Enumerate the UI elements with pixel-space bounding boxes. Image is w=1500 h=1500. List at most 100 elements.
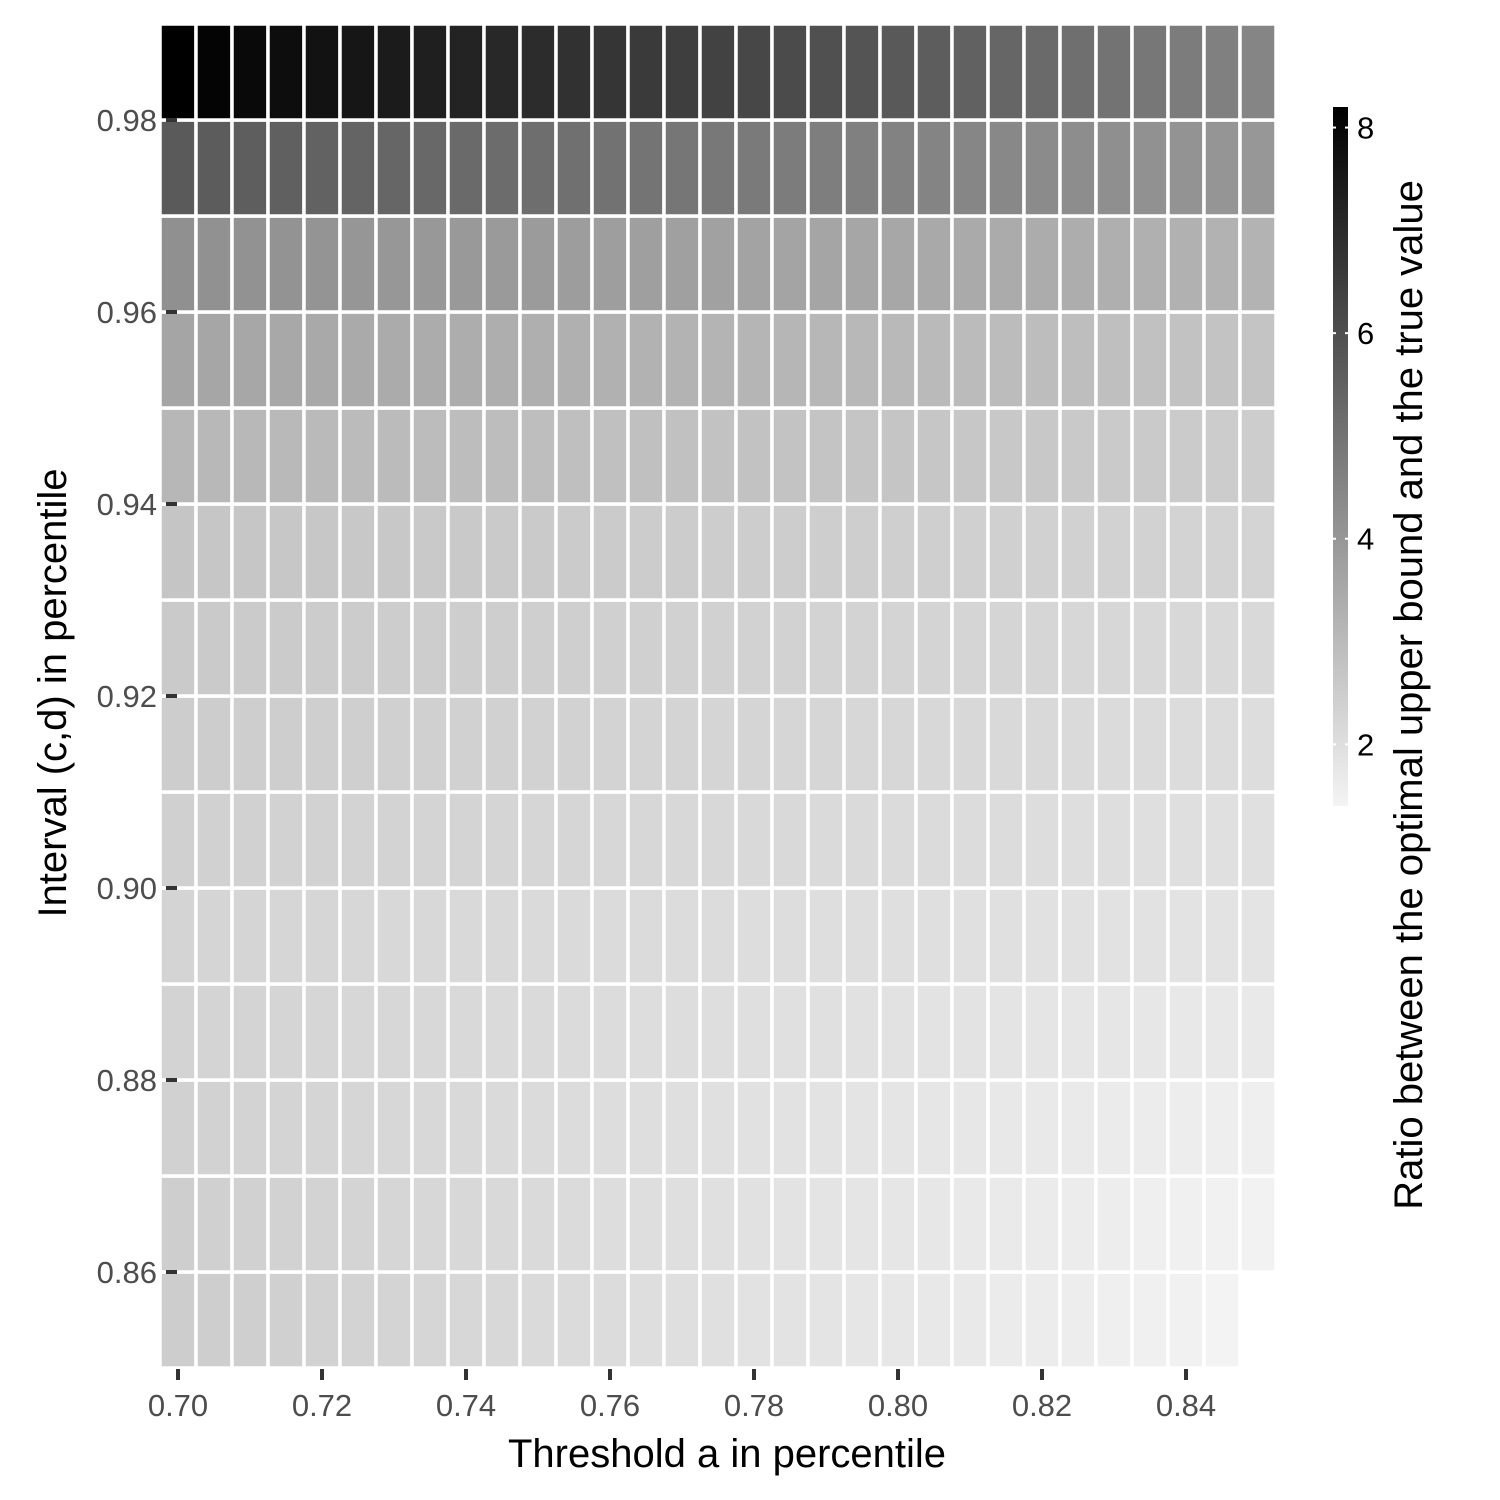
heatmap-cell [230,118,270,218]
heatmap-cell [914,1270,954,1370]
heatmap-cell [1166,1174,1206,1274]
heatmap-cell [914,214,954,314]
heatmap-cell [590,1078,630,1178]
heatmap-cell [950,406,990,506]
heatmap-cell [518,22,558,122]
colorbar-title: Ratio between the optimal upper bound an… [1387,180,1431,1210]
heatmap-cell [770,598,810,698]
heatmap-cell [950,118,990,218]
heatmap-cell [770,886,810,986]
heatmap-cell [842,598,882,698]
heatmap-cell [806,1270,846,1370]
heatmap-cell [1094,1174,1134,1274]
heatmap-cell [194,406,234,506]
heatmap-cell [1238,406,1278,506]
heatmap-cell [1058,694,1098,794]
heatmap-cell [194,118,234,218]
heatmap-cell [734,406,774,506]
heatmap-cell [1238,1174,1278,1274]
heatmap-cell [1094,22,1134,122]
heatmap-cell [986,1174,1026,1274]
heatmap-cell [914,1078,954,1178]
x-axis: 0.70 0.72 0.74 0.76 0.78 0.80 0.82 0.84 [148,1369,1216,1423]
heatmap-cell [158,1078,198,1178]
heatmap-cell [1166,886,1206,986]
heatmap-cell [374,1078,414,1178]
heatmap-cell [986,1078,1026,1178]
heatmap-cell [878,22,918,122]
heatmap-cell [446,694,486,794]
heatmap-cell [302,886,342,986]
heatmap-cell [482,1078,522,1178]
heatmap-cell [914,694,954,794]
heatmap-cell [1202,694,1242,794]
heatmap-cell [1166,790,1206,890]
heatmap-cell [410,598,450,698]
heatmap-cell [230,1270,270,1370]
heatmap-cell [1058,790,1098,890]
heatmap-cell [1022,118,1062,218]
heatmap-cell [662,214,702,314]
heatmap-cell [734,1270,774,1370]
heatmap-cell [1130,886,1170,986]
heatmap-cell [1130,118,1170,218]
heatmap-cell [1058,502,1098,602]
heatmap-cell [338,694,378,794]
heatmap-cell [734,22,774,122]
heatmap-cell [266,1270,306,1370]
heatmap-cell [482,982,522,1082]
heatmap-cell [626,310,666,410]
heatmap-cell [806,118,846,218]
heatmap-cell [374,982,414,1082]
heatmap-cell [554,1174,594,1274]
heatmap-cell [374,310,414,410]
heatmap-cell [446,406,486,506]
heatmap-cell [734,214,774,314]
heatmap-cell [734,982,774,1082]
heatmap-cell [482,790,522,890]
heatmap-cell [806,982,846,1082]
heatmap-cell [554,118,594,218]
heatmap-cell [518,406,558,506]
heatmap-cell [698,118,738,218]
heatmap-cell [698,1078,738,1178]
heatmap-cell [1202,406,1242,506]
heatmap-cell [446,310,486,410]
heatmap-cell [410,1174,450,1274]
heatmap-cell [194,1174,234,1274]
heatmap-cell [590,694,630,794]
heatmap-cell [806,22,846,122]
heatmap-cell [986,406,1026,506]
heatmap-cell [482,1270,522,1370]
heatmap-cell [950,694,990,794]
heatmap-cell [194,1270,234,1370]
heatmap-cell [1130,1270,1170,1370]
heatmap-cell [626,502,666,602]
heatmap-cell [302,1078,342,1178]
heatmap-cell [518,310,558,410]
heatmap-cell [1130,982,1170,1082]
heatmap-cell [230,982,270,1082]
heatmap-cell [626,886,666,986]
heatmap-cell [374,790,414,890]
heatmap-cell [374,502,414,602]
heatmap-cell [626,1270,666,1370]
heatmap-cell [770,982,810,1082]
heatmap-cell [1202,886,1242,986]
heatmap-cell [770,310,810,410]
y-axis: 0.86 0.88 0.90 0.92 0.94 0.96 0.98 [97,103,177,1290]
heatmap-cell [518,790,558,890]
heatmap-cell [1130,22,1170,122]
y-tick-label: 0.98 [97,103,157,138]
heatmap-cell [554,22,594,122]
heatmap-cell [554,694,594,794]
heatmap-cell [338,118,378,218]
heatmap-cell [194,214,234,314]
heatmap-cell [554,790,594,890]
heatmap-cell [986,982,1026,1082]
heatmap-cell [662,310,702,410]
heatmap-cell [590,1174,630,1274]
heatmap-cell [878,790,918,890]
heatmap-cell [230,22,270,122]
heatmap-cell [1130,406,1170,506]
